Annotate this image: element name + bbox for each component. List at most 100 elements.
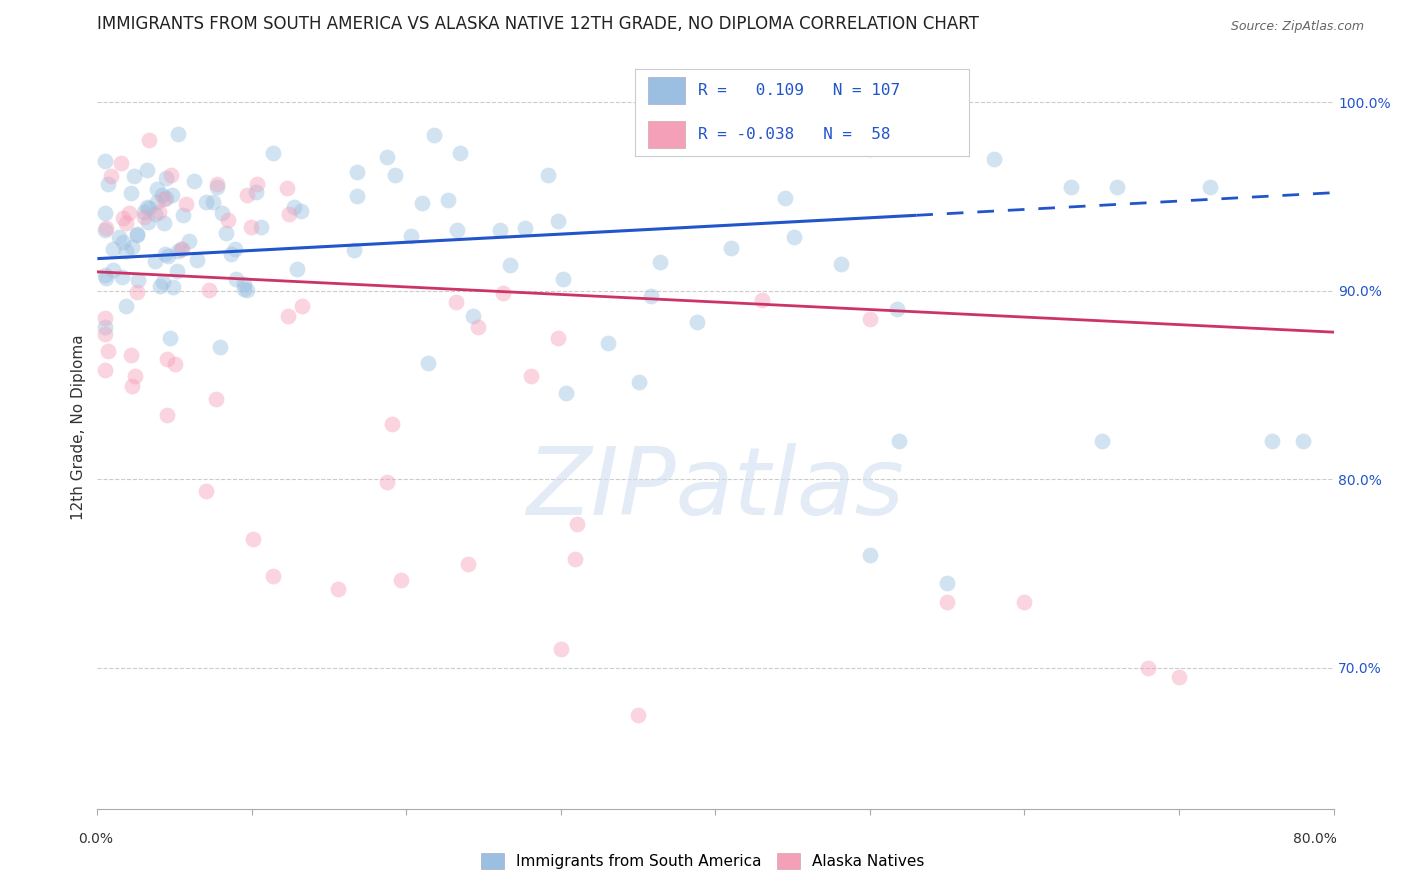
Point (246, 177, 269, 191)
Point (94, 311, 117, 326)
Point (155, 409, 177, 423)
Point (346, 165, 368, 179)
Point (283, 200, 305, 214)
Point (166, 244, 188, 259)
Point (983, 152, 1005, 166)
Point (773, 191, 796, 205)
Point (346, 189, 368, 203)
Point (170, 242, 193, 256)
Point (101, 242, 124, 256)
Point (547, 331, 569, 345)
Point (411, 196, 433, 211)
Point (145, 182, 167, 196)
Point (859, 312, 882, 326)
Point (437, 193, 460, 207)
Point (224, 242, 246, 256)
Point (138, 133, 160, 147)
Point (118, 206, 141, 220)
Point (250, 219, 273, 234)
Point (513, 221, 536, 235)
Point (278, 207, 301, 221)
Point (94, 319, 117, 334)
Point (389, 573, 412, 587)
Point (162, 188, 184, 202)
Point (547, 214, 569, 228)
Point (830, 257, 852, 271)
Point (551, 272, 574, 286)
Point (375, 150, 398, 164)
Point (239, 220, 262, 235)
Text: IMMIGRANTS FROM SOUTH AMERICA VS ALASKA NATIVE 12TH GRADE, NO DIPLOMA CORRELATIO: IMMIGRANTS FROM SOUTH AMERICA VS ALASKA … (97, 15, 979, 33)
Point (537, 168, 560, 182)
Point (146, 195, 169, 210)
Point (209, 340, 232, 354)
Point (94, 223, 117, 237)
Point (111, 269, 134, 284)
Point (149, 278, 172, 293)
Point (550, 641, 572, 656)
Point (564, 552, 586, 566)
Point (94, 268, 117, 282)
Point (262, 568, 284, 582)
Point (236, 283, 259, 297)
Point (648, 254, 671, 268)
Point (127, 227, 149, 242)
Point (127, 273, 149, 287)
Point (101, 263, 124, 277)
Point (596, 336, 619, 351)
Point (1060, 180, 1083, 194)
Point (97, 344, 120, 359)
Point (97, 177, 120, 191)
Point (1291, 434, 1313, 449)
Point (159, 330, 181, 344)
Point (936, 575, 959, 590)
Point (111, 211, 134, 225)
Point (565, 517, 588, 532)
Point (153, 192, 176, 206)
Point (174, 197, 197, 211)
Point (886, 301, 908, 316)
Point (627, 707, 650, 722)
Point (889, 434, 911, 449)
Point (686, 315, 709, 329)
Point (170, 242, 193, 256)
Point (134, 204, 156, 219)
Text: 0.0%: 0.0% (79, 832, 112, 846)
Point (936, 595, 959, 609)
Point (143, 254, 166, 268)
Point (276, 181, 298, 195)
Point (232, 282, 254, 296)
Point (377, 475, 399, 490)
Point (444, 294, 467, 309)
Point (121, 379, 143, 393)
Point (186, 252, 208, 267)
Point (202, 194, 225, 209)
Point (195, 483, 218, 498)
Point (232, 277, 254, 291)
Point (125, 285, 148, 299)
Point (115, 216, 138, 230)
Point (720, 241, 742, 255)
Point (108, 230, 131, 244)
Point (94, 362, 117, 376)
Point (124, 369, 146, 384)
Text: 80.0%: 80.0% (1292, 832, 1337, 846)
Point (215, 226, 238, 240)
Point (290, 203, 312, 218)
Point (120, 348, 142, 362)
Point (263, 145, 285, 160)
Point (96, 221, 118, 235)
Point (235, 187, 257, 202)
Point (115, 299, 138, 313)
Point (114, 244, 136, 258)
Point (205, 180, 228, 194)
Point (285, 261, 308, 276)
Point (783, 229, 806, 244)
Point (1260, 434, 1282, 449)
Point (467, 320, 489, 334)
Point (217, 212, 239, 227)
Point (461, 309, 484, 323)
Point (446, 223, 468, 237)
Point (381, 417, 404, 432)
Text: Source: ZipAtlas.com: Source: ZipAtlas.com (1230, 20, 1364, 33)
